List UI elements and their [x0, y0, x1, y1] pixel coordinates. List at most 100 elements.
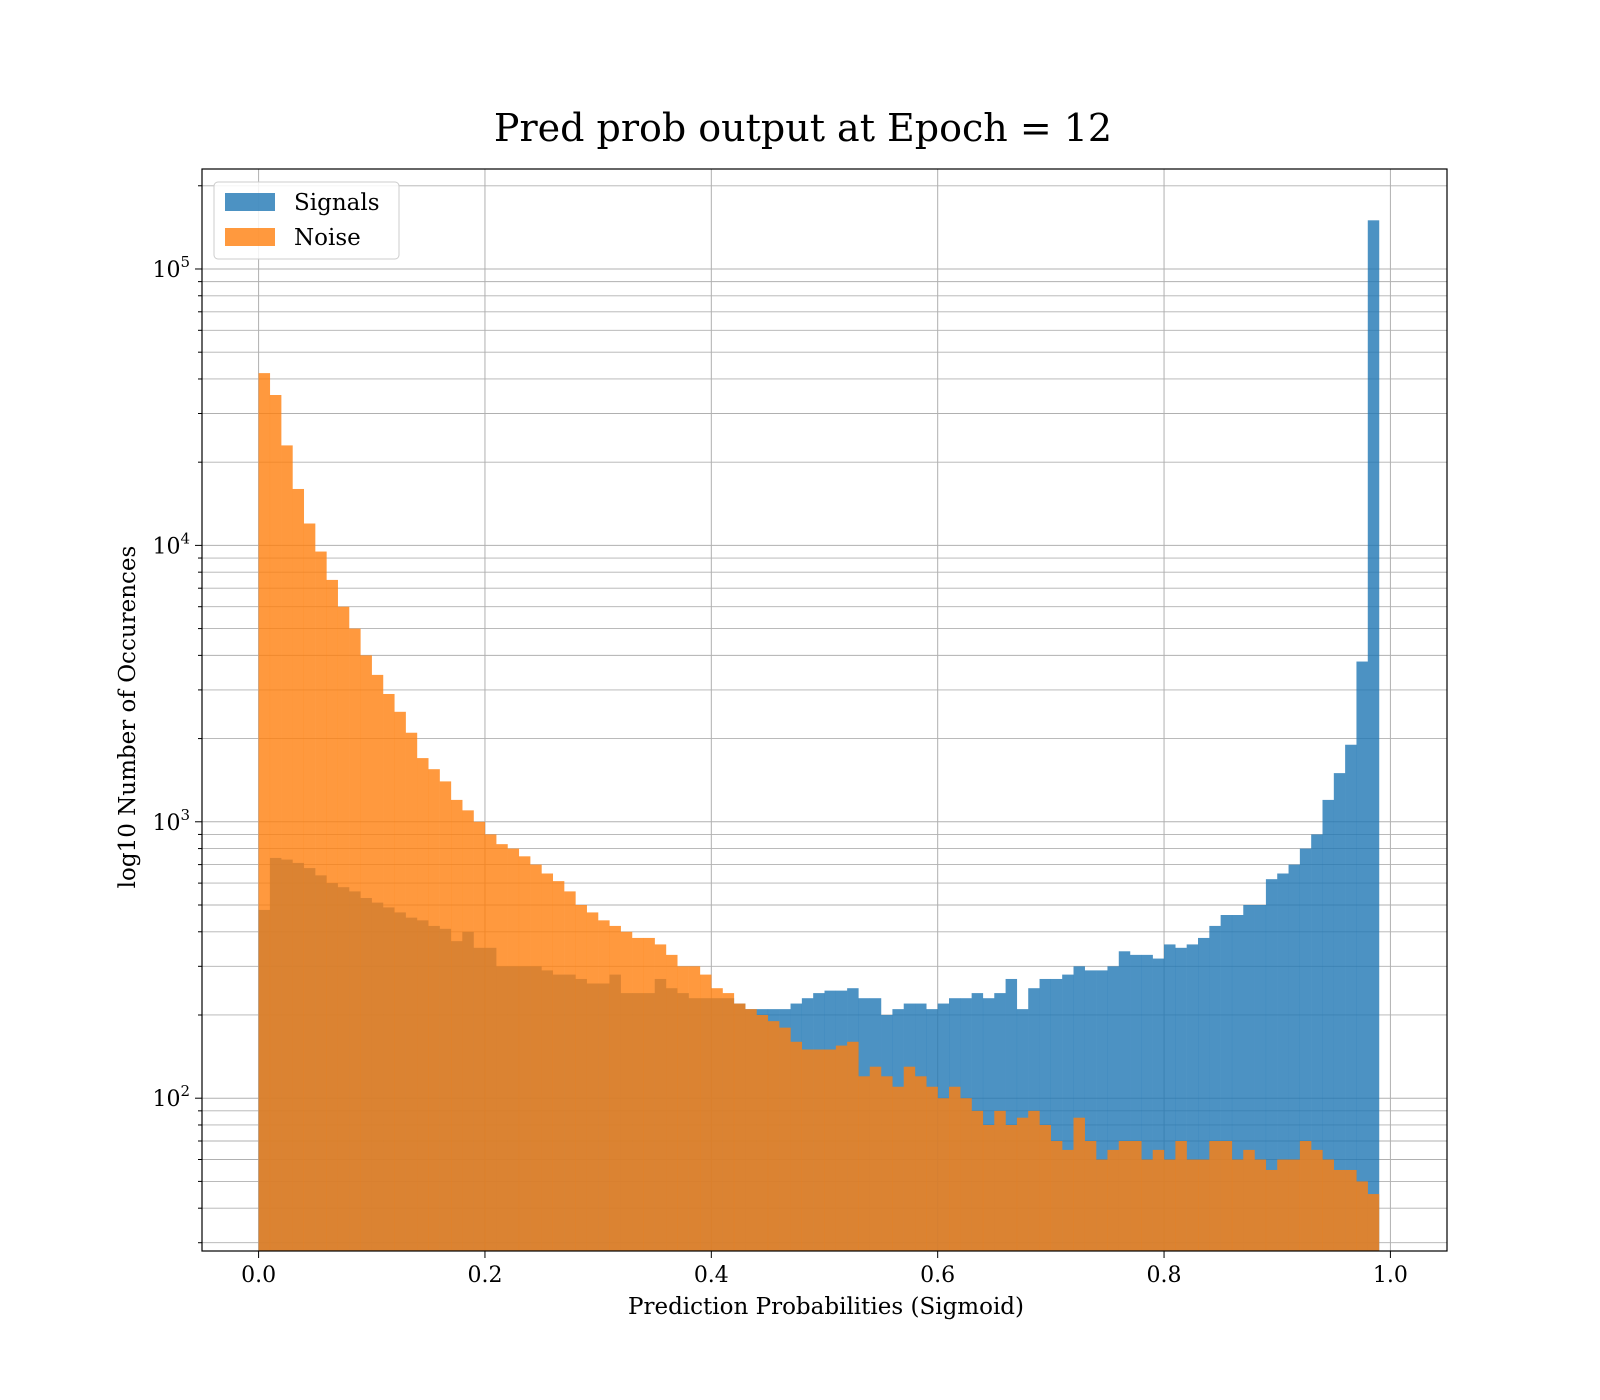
histogram-bar — [1141, 954, 1153, 1251]
histogram-bar — [552, 881, 565, 1251]
histogram-bar — [303, 523, 316, 1251]
histogram-bar — [383, 693, 395, 1251]
histogram-bar — [1016, 1117, 1029, 1251]
histogram-bar — [722, 993, 735, 1251]
histogram-bar — [1186, 1159, 1199, 1251]
histogram-bar — [1107, 1149, 1119, 1251]
histogram-bar — [1345, 744, 1357, 1251]
histogram-bar — [869, 1066, 882, 1251]
x-tick-label: 0.4 — [694, 1263, 729, 1288]
histogram-bar — [575, 904, 587, 1251]
histogram-bar — [1107, 966, 1119, 1251]
histogram-bar — [1039, 978, 1052, 1251]
histogram-bar — [1367, 220, 1380, 1252]
histogram-bar — [1175, 1141, 1187, 1251]
histogram-bar — [790, 1041, 803, 1251]
histogram-bar — [1356, 661, 1368, 1251]
x-tick-label: 0.2 — [467, 1263, 502, 1288]
histogram-bar — [394, 711, 406, 1251]
histogram-bar — [1311, 834, 1323, 1251]
histogram-bar — [1220, 1141, 1233, 1251]
histogram-bar — [598, 920, 610, 1251]
histogram-bar — [518, 856, 531, 1251]
y-tick-label: 103 — [152, 806, 190, 836]
histogram-bar — [1254, 1159, 1267, 1251]
histogram-bar — [1299, 1141, 1312, 1251]
histogram-bar — [666, 954, 678, 1251]
histogram-bar — [1356, 1181, 1368, 1251]
histogram-bar — [971, 1110, 984, 1251]
histogram-bar — [779, 1027, 791, 1251]
histogram-bar — [711, 988, 723, 1251]
histogram-bar — [1231, 915, 1244, 1251]
histogram-bar — [1164, 944, 1176, 1251]
histogram-bar — [858, 1076, 870, 1251]
histogram-bar — [405, 732, 418, 1251]
histogram-bar — [756, 1014, 769, 1251]
histogram-bar — [564, 891, 576, 1251]
histogram-bar — [1288, 864, 1301, 1251]
histogram-bar — [982, 998, 995, 1251]
histogram-bar — [326, 579, 338, 1251]
histogram-bar — [1322, 1159, 1334, 1251]
x-axis-label: Prediction Probabilities (Sigmoid) — [628, 1294, 1024, 1320]
histogram-bar — [1130, 954, 1142, 1251]
histogram-bar — [1333, 1169, 1346, 1251]
histogram-bar — [541, 873, 554, 1251]
histogram-bar — [1299, 848, 1312, 1251]
histogram-bar — [1062, 1149, 1074, 1251]
histogram-bar — [1288, 1159, 1301, 1251]
histogram-bar — [813, 1049, 825, 1251]
histogram-bar — [1209, 1141, 1221, 1251]
histogram-bar — [1050, 1141, 1063, 1251]
legend: Signals Noise — [213, 181, 400, 260]
histogram-bar — [1050, 978, 1063, 1251]
histogram-bar — [960, 1098, 972, 1251]
x-tick-label: 0.8 — [1147, 1263, 1182, 1288]
y-axis-label: log10 Number of Occurences — [115, 546, 141, 889]
histogram-bar — [937, 1098, 950, 1251]
histogram-bar — [1084, 1141, 1097, 1251]
histogram-bar — [1096, 1159, 1108, 1251]
histogram-bar — [835, 1045, 848, 1251]
histogram-bar — [337, 606, 350, 1251]
histogram-bar — [1243, 1149, 1255, 1251]
histogram-bar — [371, 674, 384, 1251]
histogram-bar — [1039, 1124, 1052, 1251]
histogram-bar — [632, 937, 644, 1251]
x-tick-label: 0.6 — [920, 1263, 955, 1288]
histogram-bar — [451, 799, 463, 1251]
histogram-bar — [620, 931, 633, 1251]
histogram-bar — [926, 1086, 938, 1251]
y-tick-label: 104 — [152, 529, 190, 559]
histogram-bar — [1028, 1110, 1040, 1251]
x-tick-label: 0.0 — [241, 1263, 276, 1288]
histogram-bar — [1231, 1159, 1244, 1251]
histogram-bar — [349, 628, 361, 1251]
histogram-bar — [1265, 1169, 1278, 1251]
histogram-bar — [1186, 944, 1199, 1251]
histogram-bar — [1367, 1194, 1380, 1251]
histogram-bar — [1311, 1149, 1323, 1251]
histogram-bar — [315, 551, 327, 1251]
histogram-bar — [281, 445, 293, 1251]
histogram-bar — [1220, 915, 1233, 1251]
histogram-bar — [903, 1066, 916, 1251]
histogram-bar — [915, 1076, 927, 1251]
histogram-bar — [496, 844, 508, 1251]
histogram-bar — [484, 834, 497, 1251]
histogram-bar — [1141, 1159, 1153, 1251]
histogram-bar — [1243, 904, 1255, 1251]
histogram-bar — [677, 966, 689, 1251]
histogram-bar — [1322, 799, 1334, 1251]
histogram-bar — [654, 944, 667, 1251]
histogram-bar — [530, 864, 542, 1251]
histogram-bar — [428, 769, 440, 1251]
histogram-bar — [1333, 773, 1346, 1251]
histogram-bar — [1152, 1149, 1165, 1251]
histogram-bar — [1118, 951, 1131, 1251]
histogram-bar — [1277, 873, 1289, 1251]
histogram-bar — [439, 781, 452, 1251]
histogram-bar — [360, 655, 372, 1251]
